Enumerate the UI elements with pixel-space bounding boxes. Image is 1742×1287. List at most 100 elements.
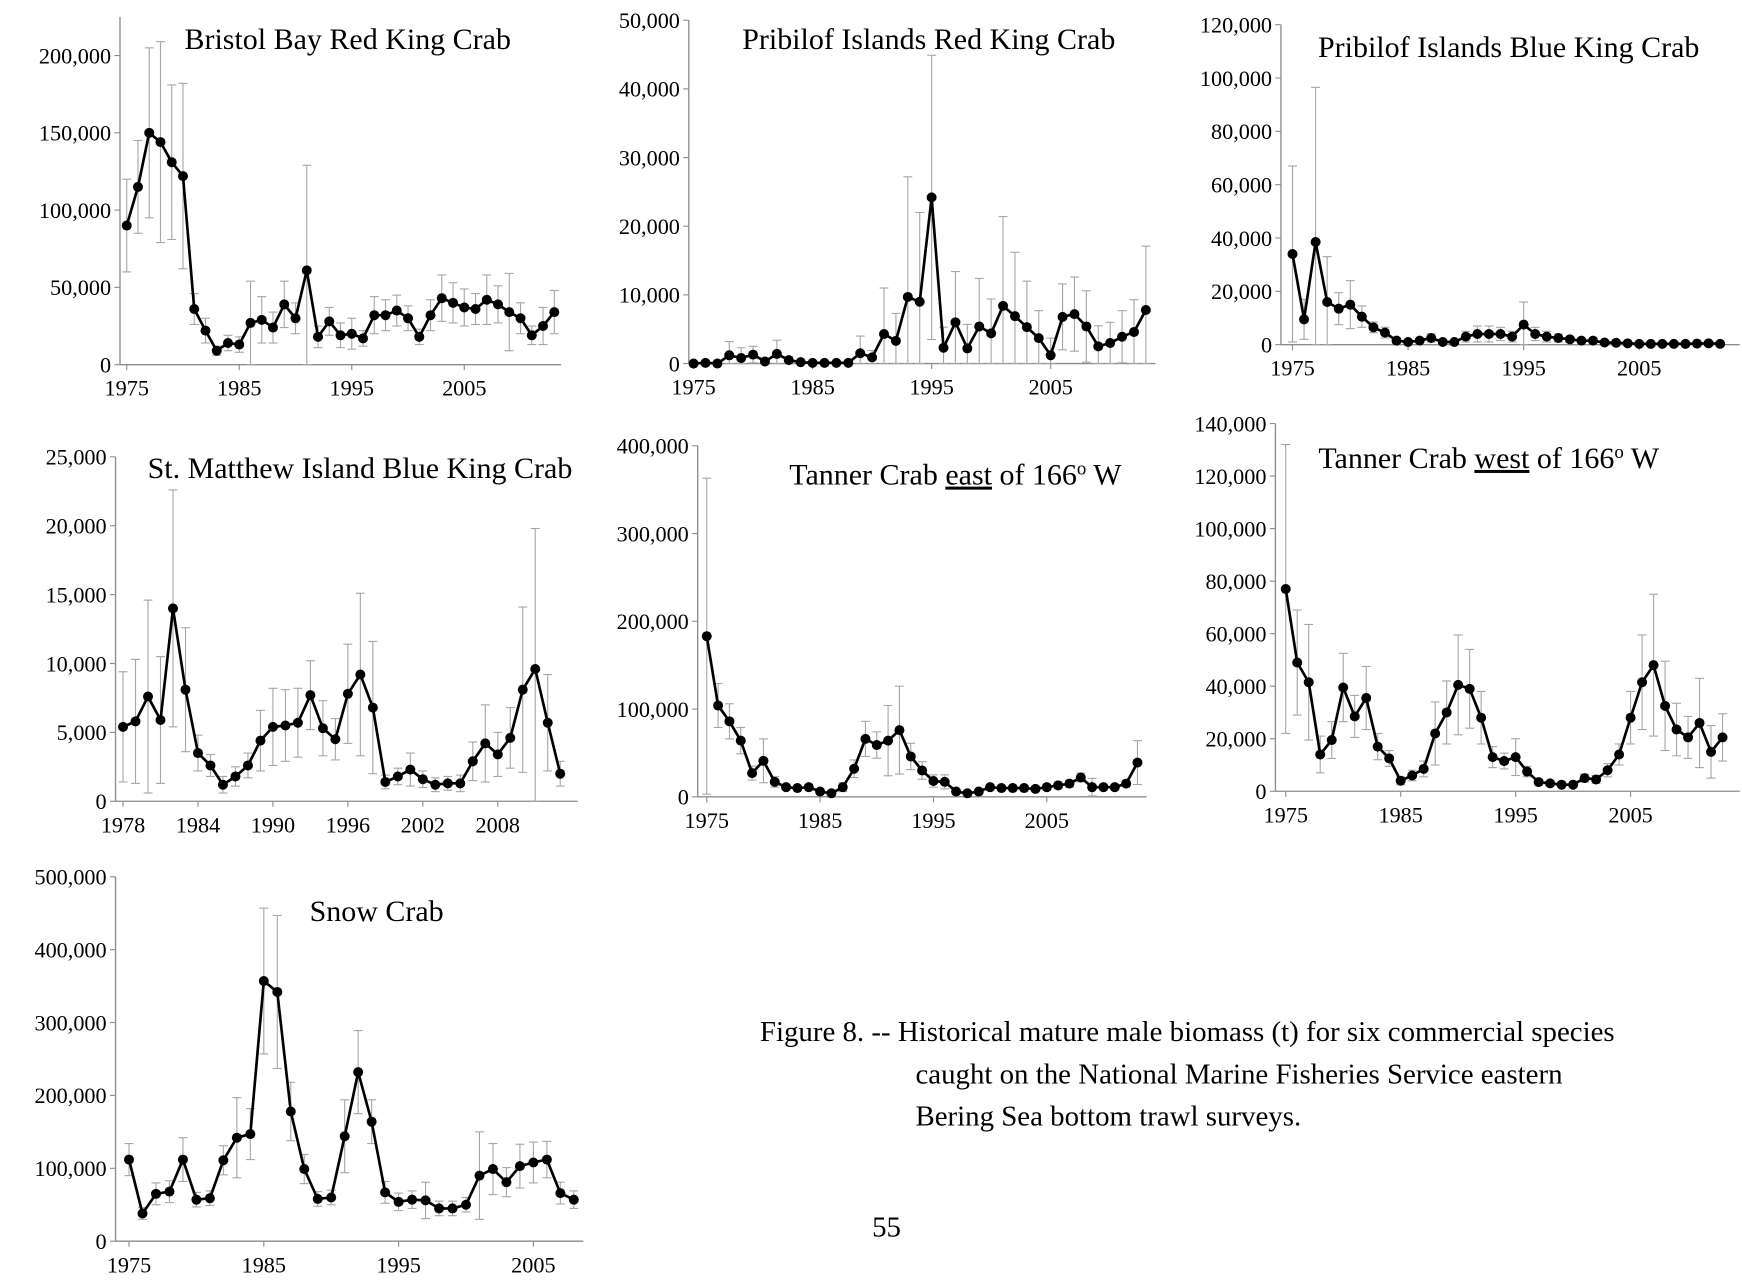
- data-point: [492, 749, 503, 760]
- data-point: [530, 664, 541, 675]
- x-tick-label: 1985: [242, 1252, 286, 1277]
- data-point: [391, 305, 402, 316]
- data-line: [125, 131, 556, 353]
- data-point: [330, 734, 341, 745]
- data-point: [189, 304, 200, 315]
- data-point: [1441, 707, 1452, 718]
- data-point: [758, 755, 769, 766]
- data-point: [1579, 773, 1590, 784]
- data-point: [526, 330, 537, 341]
- data-point: [459, 302, 470, 313]
- chart-title: Tanner Crab west of 166o W: [1318, 441, 1659, 475]
- data-point: [234, 339, 245, 350]
- caption-line: caught on the National Marine Fisheries …: [915, 1058, 1562, 1090]
- y-tick-label: 20,000: [1205, 727, 1266, 752]
- data-point: [914, 296, 925, 307]
- page-number: 55: [872, 1212, 901, 1244]
- data-point: [1495, 328, 1506, 339]
- data-point: [155, 137, 166, 148]
- data-point: [1292, 657, 1303, 668]
- data-point: [1683, 732, 1694, 743]
- data-point: [837, 782, 848, 793]
- data-point: [1098, 782, 1109, 793]
- data-point: [369, 310, 380, 321]
- data-point: [1568, 779, 1579, 790]
- x-tick-label: 1975: [671, 375, 715, 400]
- chart: Pribilof Islands Red King Crab 0 10,000 20,…: [619, 8, 1156, 400]
- y-tick-label: 40,000: [1211, 226, 1272, 251]
- y-tick-label: 300,000: [617, 521, 689, 546]
- data-point: [928, 776, 939, 787]
- data-point: [1391, 335, 1402, 346]
- x-tick-label: 1995: [1493, 802, 1537, 827]
- data-point: [973, 786, 984, 797]
- title-part: o: [1077, 458, 1086, 479]
- y-tick-label: 0: [669, 351, 680, 376]
- data-point: [355, 669, 366, 680]
- data-point: [871, 740, 882, 751]
- data-point: [1057, 311, 1068, 322]
- data-point: [155, 714, 166, 725]
- data-point: [555, 768, 566, 779]
- data-point: [313, 331, 324, 342]
- y-tick-label: 30,000: [619, 145, 680, 170]
- data-point: [1692, 338, 1703, 349]
- data-point: [1140, 304, 1151, 315]
- data-point: [504, 307, 515, 318]
- y-tick-label: 500,000: [34, 865, 106, 890]
- data-point: [890, 335, 901, 346]
- data-point: [353, 1067, 364, 1078]
- data-point: [514, 1161, 525, 1172]
- data-point: [358, 333, 369, 344]
- data-point: [245, 317, 256, 328]
- y-tick-label: 40,000: [1205, 674, 1266, 699]
- title-part: W: [1086, 459, 1122, 492]
- y-tick-label: 50,000: [619, 8, 680, 33]
- title-part: Tanner Crab: [789, 459, 945, 492]
- data-point: [166, 157, 177, 168]
- x-tick-label: 1985: [790, 375, 834, 400]
- data-point: [1315, 749, 1326, 760]
- y-tick-label: 0: [1255, 779, 1266, 804]
- data-point: [1553, 332, 1564, 343]
- y-tick-label: 15,000: [46, 582, 107, 607]
- data-point: [481, 294, 492, 305]
- data-point: [1121, 778, 1132, 789]
- data-point: [701, 631, 712, 642]
- y-tick-label: 25,000: [46, 445, 107, 470]
- x-tick-label: 1975: [107, 1252, 151, 1277]
- error-bar: [1141, 245, 1151, 365]
- y-tick-label: 50,000: [50, 275, 111, 300]
- data-point: [1384, 753, 1395, 764]
- data-point: [1587, 335, 1598, 346]
- data-point: [939, 776, 950, 787]
- data-point: [455, 778, 466, 789]
- y-tick-label: 120,000: [1200, 12, 1272, 37]
- x-tick-label: 1995: [911, 808, 955, 833]
- chart: Pribilof Islands Blue King Crab 0 20,000 40…: [1200, 12, 1740, 381]
- y-tick-label: 0: [1261, 332, 1272, 357]
- data-point: [1087, 782, 1098, 793]
- data-point: [549, 307, 560, 318]
- data-point: [974, 321, 985, 332]
- chart-title: Bristol Bay Red King Crab: [184, 23, 510, 56]
- x-tick-label: 1995: [1501, 356, 1545, 381]
- data-point: [1403, 336, 1414, 347]
- data-point: [393, 1196, 404, 1207]
- data-point: [1680, 338, 1691, 349]
- data-line: [1291, 240, 1721, 346]
- data-point: [231, 1132, 242, 1143]
- data-point: [380, 1187, 391, 1198]
- data-point: [470, 304, 481, 315]
- data-point: [1472, 328, 1483, 339]
- data-point: [843, 357, 854, 368]
- data-point: [815, 786, 826, 797]
- data-point: [467, 756, 478, 767]
- data-point: [1338, 682, 1349, 693]
- data-point: [1545, 778, 1556, 789]
- data-point: [905, 751, 916, 762]
- data-point: [883, 735, 894, 746]
- data-point: [1053, 780, 1064, 791]
- x-tick-label: 1996: [326, 812, 370, 837]
- chart: Snow Crab 0 100,000 200,000 300,000 400,000 50…: [34, 865, 584, 1277]
